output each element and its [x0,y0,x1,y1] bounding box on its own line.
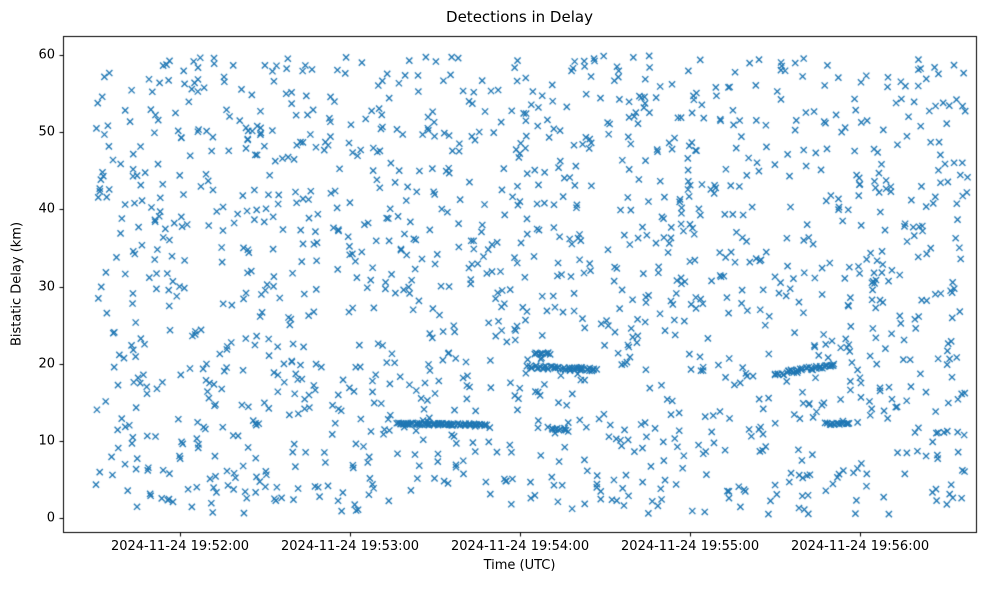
x-tick-label: 2024-11-24 19:54:00 [451,539,590,554]
x-tick-label: 2024-11-24 19:53:00 [281,539,420,554]
y-tick-label: 30 [38,279,55,294]
y-tick-label: 50 [38,124,55,140]
y-tick-label: 10 [38,433,55,449]
x-axis-label: Time (UTC) [483,558,556,573]
chart-title: Detections in Delay [446,8,593,26]
y-tick-label: 0 [46,510,55,526]
x-tick-label: 2024-11-24 19:55:00 [621,539,760,554]
y-tick-label: 20 [38,356,55,372]
x-tick-label: 2024-11-24 19:56:00 [791,539,930,554]
y-tick-label: 60 [38,47,55,63]
x-tick-label: 2024-11-24 19:52:00 [110,539,250,554]
y-tick-label: 40 [38,201,55,217]
